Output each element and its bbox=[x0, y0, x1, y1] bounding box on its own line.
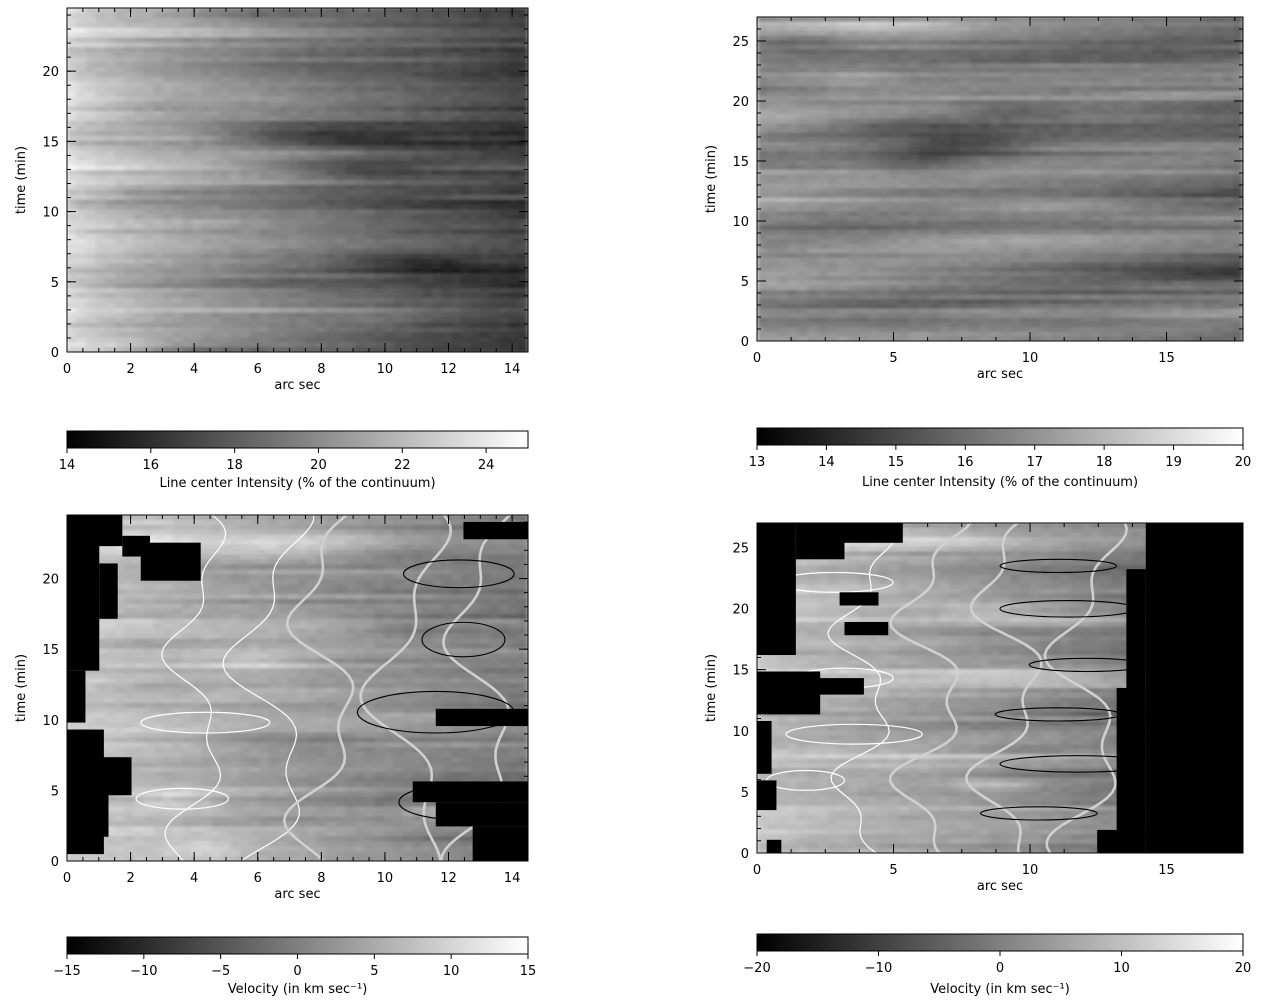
x-tick-label: 2 bbox=[126, 871, 134, 886]
x-tick-label: 12 bbox=[440, 871, 457, 886]
y-tick-label: 0 bbox=[51, 346, 59, 361]
colorbar-tick-label: 15 bbox=[520, 964, 537, 979]
x-axis-label: arc sec bbox=[977, 879, 1023, 894]
plot-frame-bottom-right bbox=[756, 522, 1244, 854]
image-panel-0 bbox=[67, 8, 528, 352]
colorbar-tick-label: 20 bbox=[310, 458, 327, 473]
x-tick-label: 6 bbox=[254, 871, 262, 886]
x-axis-label: arc sec bbox=[274, 378, 320, 393]
x-tick-label: 5 bbox=[889, 863, 897, 878]
x-tick-label: 10 bbox=[1022, 863, 1039, 878]
y-axis-label: time (min) bbox=[14, 654, 29, 722]
y-tick-label: 15 bbox=[42, 643, 59, 658]
colorbar-tick-label: 0 bbox=[293, 964, 301, 979]
y-tick-label: 25 bbox=[732, 35, 749, 50]
y-tick-label: 10 bbox=[42, 206, 59, 221]
colorbar-tick-label: 20 bbox=[1235, 961, 1252, 976]
colorbar-tick-label: 16 bbox=[957, 455, 974, 470]
y-tick-label: 20 bbox=[42, 65, 59, 80]
colorbar-tick-label: −5 bbox=[211, 964, 230, 979]
x-tick-label: 5 bbox=[889, 351, 897, 366]
y-tick-label: 5 bbox=[741, 786, 749, 801]
colorbar-tick-label: 10 bbox=[443, 964, 460, 979]
y-tick-label: 5 bbox=[51, 784, 59, 799]
colorbar-tick-label: −15 bbox=[53, 964, 80, 979]
colorbar-tick-label: 22 bbox=[394, 458, 411, 473]
x-tick-label: 6 bbox=[254, 362, 262, 377]
y-tick-label: 20 bbox=[732, 603, 749, 618]
colorbar-top-left bbox=[66, 430, 529, 449]
colorbar-label: Velocity (in km sec⁻¹) bbox=[930, 982, 1070, 997]
y-tick-label: 25 bbox=[732, 541, 749, 556]
y-tick-label: 15 bbox=[732, 664, 749, 679]
y-axis-label: time (min) bbox=[14, 146, 29, 214]
x-tick-label: 12 bbox=[440, 362, 457, 377]
colorbar-tick-label: 0 bbox=[996, 961, 1004, 976]
y-tick-label: 20 bbox=[42, 573, 59, 588]
x-axis-label: arc sec bbox=[274, 887, 320, 902]
y-tick-label: 5 bbox=[51, 276, 59, 291]
y-tick-label: 15 bbox=[42, 135, 59, 150]
colorbar-label: Line center Intensity (% of the continuu… bbox=[862, 475, 1138, 490]
x-tick-label: 14 bbox=[504, 362, 521, 377]
colorbar-bottom-left bbox=[66, 936, 529, 955]
colorbar-tick-label: 5 bbox=[370, 964, 378, 979]
x-tick-label: 0 bbox=[63, 871, 71, 886]
colorbar-tick-label: 14 bbox=[818, 455, 835, 470]
x-tick-label: 10 bbox=[377, 362, 394, 377]
colorbar-label: Line center Intensity (% of the continuu… bbox=[159, 476, 435, 491]
x-tick-label: 0 bbox=[63, 362, 71, 377]
image-panel-3 bbox=[757, 523, 1243, 853]
x-tick-label: 14 bbox=[504, 871, 521, 886]
x-tick-label: 4 bbox=[190, 871, 198, 886]
colorbar-top-right bbox=[756, 427, 1244, 446]
y-tick-label: 5 bbox=[741, 275, 749, 290]
x-tick-label: 0 bbox=[753, 863, 761, 878]
y-tick-label: 15 bbox=[732, 155, 749, 170]
x-tick-label: 8 bbox=[317, 871, 325, 886]
x-tick-label: 10 bbox=[377, 871, 394, 886]
colorbar-tick-label: 15 bbox=[888, 455, 905, 470]
colorbar-tick-label: −10 bbox=[130, 964, 157, 979]
x-tick-label: 8 bbox=[317, 362, 325, 377]
plot-frame-bottom-left bbox=[66, 514, 529, 862]
colorbar-tick-label: 18 bbox=[1096, 455, 1113, 470]
colorbar-tick-label: 10 bbox=[1113, 961, 1130, 976]
colorbar-tick-label: 16 bbox=[143, 458, 160, 473]
x-tick-label: 0 bbox=[753, 351, 761, 366]
colorbar-tick-label: 24 bbox=[478, 458, 495, 473]
image-panel-2 bbox=[67, 515, 528, 861]
x-tick-label: 15 bbox=[1158, 351, 1175, 366]
image-panel-1 bbox=[757, 17, 1243, 341]
colorbar-label: Velocity (in km sec⁻¹) bbox=[228, 982, 368, 997]
y-tick-label: 0 bbox=[741, 335, 749, 350]
y-tick-label: 0 bbox=[741, 847, 749, 862]
y-tick-label: 10 bbox=[42, 714, 59, 729]
x-tick-label: 10 bbox=[1022, 351, 1039, 366]
colorbar-tick-label: 20 bbox=[1235, 455, 1252, 470]
y-tick-label: 20 bbox=[732, 95, 749, 110]
colorbar-tick-label: 18 bbox=[226, 458, 243, 473]
x-tick-label: 2 bbox=[126, 362, 134, 377]
colorbar-tick-label: −20 bbox=[743, 961, 770, 976]
colorbar-tick-label: 13 bbox=[749, 455, 766, 470]
x-tick-label: 15 bbox=[1158, 863, 1175, 878]
y-tick-label: 0 bbox=[51, 855, 59, 870]
y-tick-label: 10 bbox=[732, 725, 749, 740]
colorbar-tick-label: 14 bbox=[59, 458, 76, 473]
plot-frame-top-right bbox=[756, 16, 1244, 342]
y-axis-label: time (min) bbox=[704, 654, 719, 722]
y-tick-label: 10 bbox=[732, 215, 749, 230]
plot-frame-top-left bbox=[66, 7, 529, 353]
x-tick-label: 4 bbox=[190, 362, 198, 377]
colorbar-tick-label: −10 bbox=[865, 961, 892, 976]
colorbar-tick-label: 19 bbox=[1165, 455, 1182, 470]
colorbar-bottom-right bbox=[756, 933, 1244, 952]
x-axis-label: arc sec bbox=[977, 367, 1023, 382]
colorbar-tick-label: 17 bbox=[1026, 455, 1043, 470]
y-axis-label: time (min) bbox=[704, 145, 719, 213]
